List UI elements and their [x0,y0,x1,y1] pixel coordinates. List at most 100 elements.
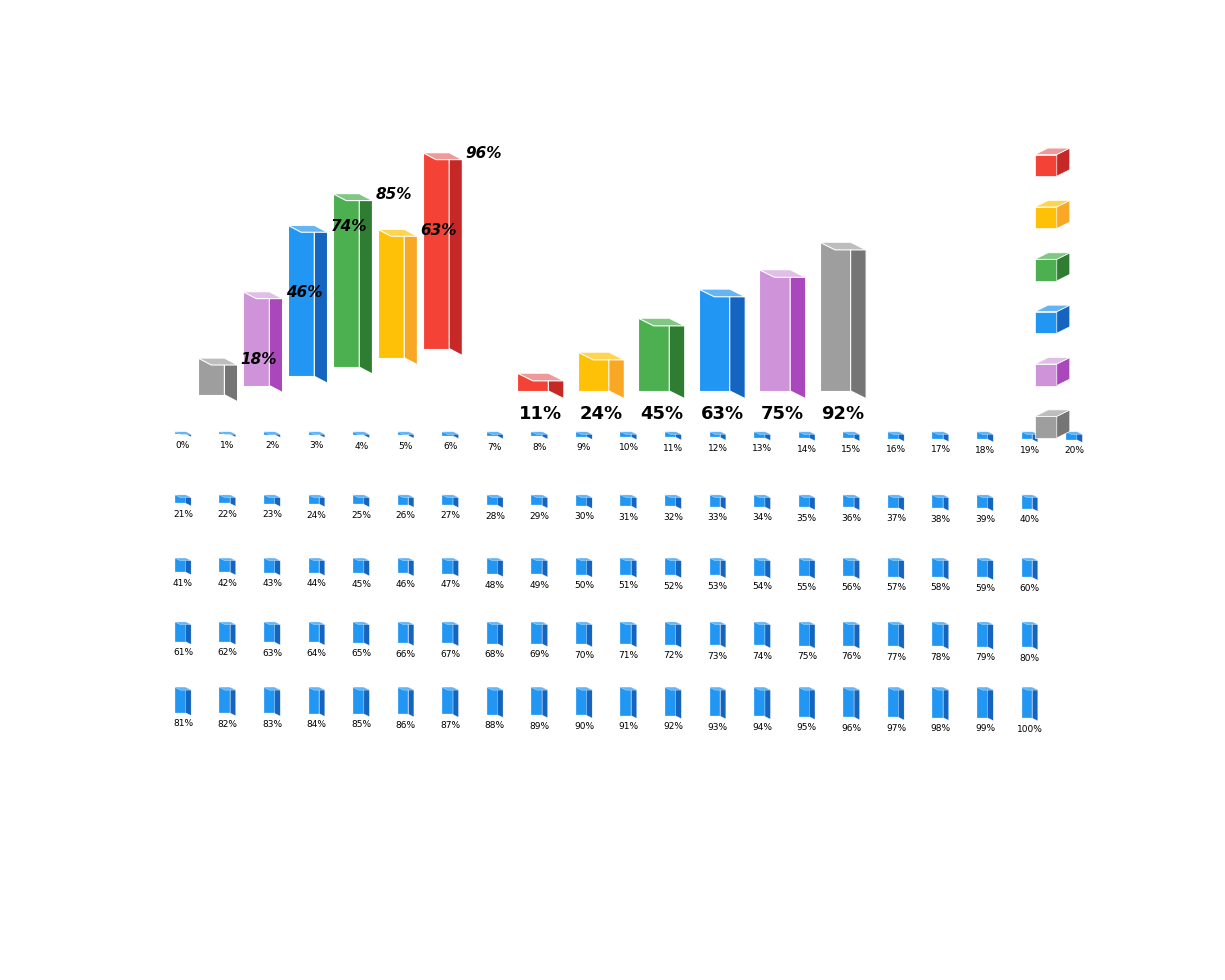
Polygon shape [620,622,637,624]
Polygon shape [1035,358,1069,364]
Polygon shape [263,622,274,642]
Text: 78%: 78% [931,653,951,662]
Polygon shape [333,194,372,201]
Polygon shape [288,225,315,376]
Text: 67%: 67% [440,650,461,659]
Polygon shape [576,558,592,561]
Text: 42%: 42% [218,579,238,588]
Text: 0%: 0% [175,441,190,450]
Text: 65%: 65% [352,650,371,659]
Polygon shape [219,687,235,690]
Polygon shape [888,432,904,434]
Polygon shape [709,495,720,507]
Polygon shape [320,432,325,438]
Polygon shape [799,558,810,576]
Polygon shape [755,432,764,438]
Polygon shape [843,558,854,576]
Polygon shape [978,558,993,561]
Polygon shape [353,687,364,713]
Text: 61%: 61% [173,648,194,658]
Polygon shape [587,687,592,718]
Text: 56%: 56% [842,583,861,592]
Text: 15%: 15% [842,445,861,454]
Polygon shape [1022,558,1038,561]
Text: 7%: 7% [488,443,502,452]
Polygon shape [1022,622,1033,647]
Polygon shape [486,432,497,436]
Text: 12%: 12% [708,444,728,453]
Text: 68%: 68% [485,650,505,660]
Polygon shape [543,432,548,439]
Polygon shape [943,558,948,579]
Polygon shape [978,687,993,690]
Polygon shape [175,558,186,572]
Polygon shape [486,687,503,690]
Text: 54%: 54% [752,582,772,591]
Polygon shape [943,687,948,720]
Polygon shape [698,289,730,391]
Polygon shape [442,432,453,436]
Text: 88%: 88% [485,721,505,730]
Polygon shape [932,432,948,434]
Polygon shape [854,558,860,579]
Polygon shape [532,432,543,436]
Polygon shape [799,687,810,716]
Polygon shape [453,558,458,576]
Polygon shape [263,495,281,498]
Text: 55%: 55% [796,582,817,592]
Polygon shape [532,495,548,498]
Polygon shape [978,432,987,439]
Text: 27%: 27% [440,512,461,520]
Polygon shape [899,622,904,649]
Polygon shape [398,495,414,498]
Polygon shape [219,432,230,434]
Polygon shape [620,558,637,561]
Polygon shape [943,432,948,442]
Polygon shape [186,558,191,574]
Polygon shape [987,558,993,580]
Text: 95%: 95% [796,723,817,732]
Polygon shape [888,495,899,508]
Polygon shape [698,289,745,297]
Text: 72%: 72% [663,652,684,661]
Polygon shape [377,229,404,358]
Polygon shape [1077,432,1083,442]
Text: 93%: 93% [708,723,728,732]
Polygon shape [932,495,943,508]
Polygon shape [549,373,564,399]
Polygon shape [620,687,637,690]
Polygon shape [1035,201,1069,207]
Polygon shape [799,432,810,438]
Polygon shape [408,558,414,576]
Polygon shape [899,432,904,441]
Polygon shape [665,687,681,690]
Polygon shape [497,687,503,717]
Polygon shape [442,432,458,434]
Polygon shape [1035,148,1069,155]
Polygon shape [755,495,764,507]
Polygon shape [1035,305,1069,312]
Polygon shape [932,622,948,624]
Polygon shape [219,622,235,624]
Polygon shape [353,558,364,573]
Polygon shape [453,432,458,438]
Polygon shape [587,495,592,509]
Polygon shape [198,358,238,365]
Polygon shape [453,687,458,717]
Polygon shape [442,687,453,714]
Polygon shape [263,558,281,561]
Polygon shape [665,622,676,645]
Text: 66%: 66% [396,650,415,659]
Polygon shape [364,495,370,507]
Polygon shape [720,495,726,510]
Polygon shape [987,432,993,442]
Polygon shape [219,495,230,504]
Polygon shape [186,687,191,715]
Polygon shape [943,495,948,511]
Text: 23%: 23% [262,511,282,519]
Text: 83%: 83% [262,720,282,729]
Text: 45%: 45% [639,405,684,422]
Text: 76%: 76% [842,653,861,662]
Polygon shape [709,558,720,575]
Polygon shape [309,622,325,624]
